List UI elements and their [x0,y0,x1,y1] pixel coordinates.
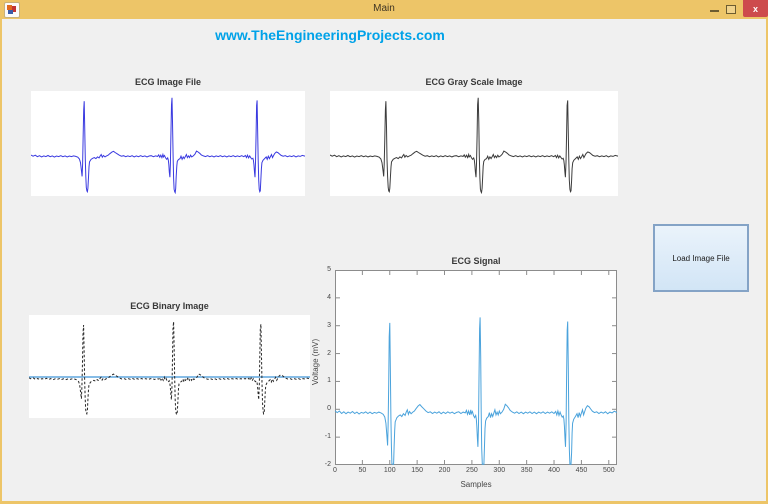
x-tick-label: 100 [383,467,396,474]
figure-canvas: www.TheEngineeringProjects.com ECG Image… [2,19,766,501]
x-tick-label: 450 [575,467,588,474]
y-tick-label: 0 [327,405,331,413]
ecg-binary-trace [29,321,310,417]
y-tick-label: 1 [327,377,331,385]
ecg-trace [29,321,310,417]
website-link[interactable]: www.TheEngineeringProjects.com [215,27,445,43]
y-axis-label: Voltage (mV) [311,338,320,386]
window-title: Main [373,3,395,14]
app-icon [4,2,20,18]
ecg-trace [31,97,305,195]
x-axis-label: Samples [460,480,492,489]
x-tick-label: 350 [520,467,533,474]
ecg-trace [335,317,617,465]
x-tick-label: 250 [466,467,478,474]
ecg-trace [330,97,618,195]
x-tick-label: 500 [602,467,615,474]
x-tick-label: 0 [333,467,337,474]
y-tick-label: 2 [327,349,331,357]
y-tick-label: -2 [324,461,331,468]
maximize-icon [726,5,736,14]
titlebar: Main x [0,0,768,19]
y-tick-label: 5 [327,266,331,273]
window-controls: x [707,0,768,19]
minimize-button[interactable] [707,0,723,16]
close-icon: x [752,3,758,14]
axes-box [335,270,617,465]
load-image-file-label: Load Image File [672,253,730,263]
x-tick-label: 50 [358,467,367,474]
plot-ecg-image-file [31,91,305,196]
x-tick-label: 300 [493,467,506,474]
plot-ecg-grayscale [330,91,618,196]
y-tick-label: 3 [327,321,331,329]
maximize-button[interactable] [723,0,739,16]
plot-title-ecg-binary: ECG Binary Image [130,301,209,311]
ecg-grayscale-trace [330,97,618,195]
ecg-signal-axes [335,270,617,465]
plot-title-ecg-image-file: ECG Image File [134,77,202,87]
close-button[interactable]: x [743,0,768,17]
y-tick-label: 4 [327,293,331,301]
plot-ecg-binary [29,315,310,418]
plot-title-ecg-grayscale: ECG Gray Scale Image [425,77,523,87]
ecg-image-trace [31,97,305,195]
x-tick-label: 400 [548,467,560,474]
load-image-file-button[interactable]: Load Image File [653,224,749,292]
x-tick-label: 200 [438,467,451,474]
y-tick-label: -1 [324,433,331,441]
plot-title-ecg-signal: ECG Signal [451,256,501,266]
plot-ecg-signal [335,270,617,465]
minimize-icon [710,10,719,12]
x-tick-label: 150 [411,467,423,474]
